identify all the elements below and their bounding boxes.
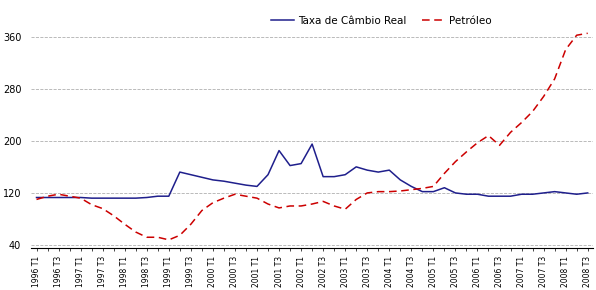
Taxa de Câmbio Real <box>33 196 40 199</box>
Petróleo <box>33 198 40 201</box>
Petróleo <box>154 235 162 239</box>
Petróleo <box>408 188 415 191</box>
Taxa de Câmbio Real <box>309 142 316 146</box>
Petróleo <box>441 172 448 175</box>
Petróleo <box>584 32 591 35</box>
Petróleo <box>221 196 228 200</box>
Taxa de Câmbio Real <box>165 195 172 198</box>
Taxa de Câmbio Real <box>209 178 216 182</box>
Petróleo <box>573 33 581 37</box>
Taxa de Câmbio Real <box>452 191 459 195</box>
Taxa de Câmbio Real <box>221 180 228 183</box>
Petróleo <box>165 238 172 242</box>
Legend: Taxa de Câmbio Real, Petróleo: Taxa de Câmbio Real, Petróleo <box>267 11 496 30</box>
Line: Petróleo: Petróleo <box>36 33 588 240</box>
Taxa de Câmbio Real <box>584 191 591 195</box>
Taxa de Câmbio Real <box>573 193 581 196</box>
Taxa de Câmbio Real <box>88 196 95 200</box>
Taxa de Câmbio Real <box>419 190 426 193</box>
Petróleo <box>209 201 216 204</box>
Line: Taxa de Câmbio Real: Taxa de Câmbio Real <box>36 144 588 198</box>
